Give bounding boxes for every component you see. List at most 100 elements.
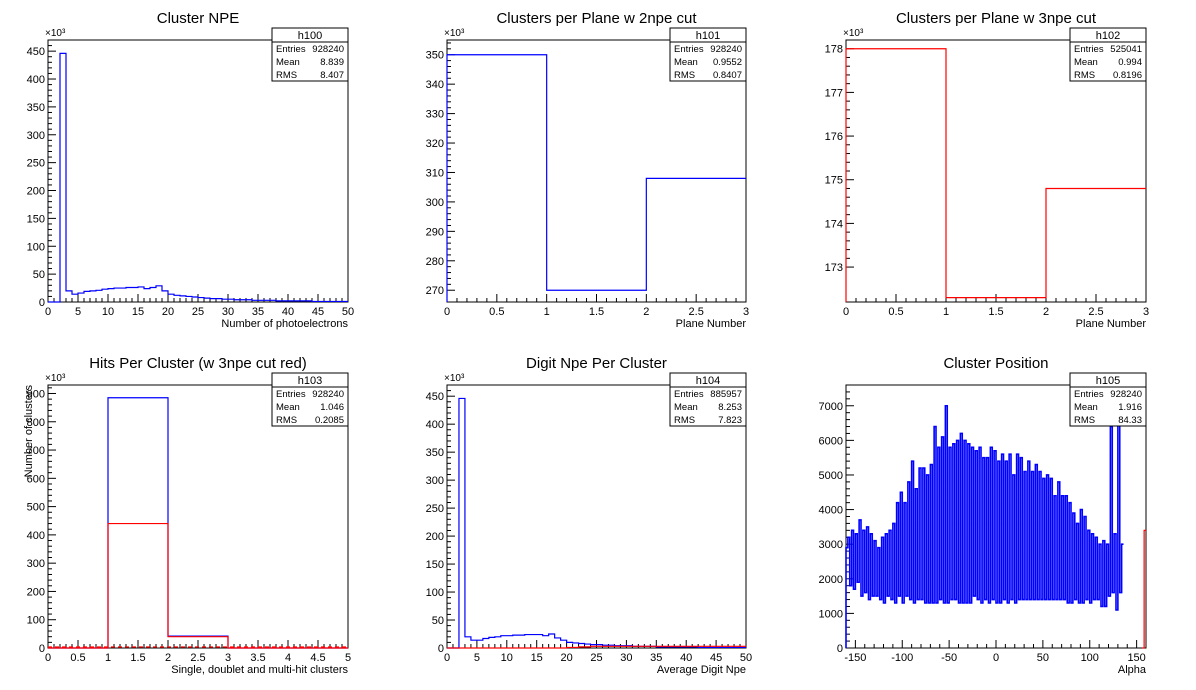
stats-value: 928240 — [312, 389, 344, 400]
histogram-series — [845, 48, 1146, 302]
x-axis-label: Alpha — [1118, 664, 1147, 676]
stats-box — [669, 27, 747, 82]
x-tick-label: 35 — [252, 306, 264, 318]
x-tick-label: 0.5 — [489, 306, 504, 318]
x-tick-label: 25 — [590, 652, 602, 664]
x-tick-label: 40 — [680, 652, 692, 664]
stats-key: Mean — [674, 57, 698, 68]
y-tick-label: 800 — [27, 417, 45, 429]
x-tick-label: 10 — [102, 306, 114, 318]
stats-key: RMS — [276, 70, 297, 81]
x-tick-label: 0 — [843, 306, 849, 318]
y-tick-label: 300 — [426, 475, 444, 487]
x-tick-label: 1 — [105, 652, 111, 664]
chart-title: Cluster NPE — [157, 10, 240, 27]
x-tick-label: 0 — [45, 306, 51, 318]
stats-value: 0.9552 — [713, 57, 742, 68]
stats-key: Mean — [1074, 402, 1098, 413]
x-tick-label: 5 — [345, 652, 351, 664]
x-tick-label: 20 — [162, 306, 174, 318]
y-tick-label: 450 — [426, 391, 444, 403]
stats-value: 0.994 — [1118, 57, 1142, 68]
panel-cluster-position: Cluster Position Alpha -150 -100 -50 0 50 100… — [819, 355, 1147, 676]
stats-key: RMS — [1074, 415, 1095, 426]
x-tick-label: -100 — [891, 652, 913, 664]
y-tick-label: 3000 — [819, 539, 843, 551]
y-tick-label: 340 — [426, 79, 444, 91]
stats-box — [271, 27, 349, 82]
x-tick-label: 30 — [222, 306, 234, 318]
y-tick-label: 50 — [432, 615, 444, 627]
panel-hits-per-cluster: Hits Per Cluster (w 3npe cut red) Single… — [23, 355, 351, 676]
stats-value: 8.407 — [320, 70, 344, 81]
y-tick-label: 100 — [426, 587, 444, 599]
x-tick-label: 3 — [225, 652, 231, 664]
x-tick-label: 2 — [643, 306, 649, 318]
y-tick-label: 150 — [27, 213, 45, 225]
stats-box-name: h104 — [696, 375, 720, 387]
y-tick-label: 200 — [27, 186, 45, 198]
y-tick-label: 0 — [39, 297, 45, 309]
stats-box — [1069, 27, 1147, 82]
y-tick-label: 450 — [27, 46, 45, 58]
x-tick-label: 20 — [560, 652, 572, 664]
y-tick-label: 290 — [426, 226, 444, 238]
panel-clusters-per-plane-3npe: Clusters per Plane w 3npe cut Plane Numb… — [825, 10, 1149, 330]
exponent-label: ×10³ — [45, 28, 66, 39]
y-tick-label: 600 — [27, 473, 45, 485]
y-tick-label: 177 — [825, 87, 843, 99]
panel-digit-npe-per-cluster: Digit Npe Per Cluster Average Digit Npe … — [426, 355, 752, 676]
stats-key: Entries — [674, 44, 704, 55]
stats-box-name: h103 — [298, 375, 322, 387]
x-axis-label: Plane Number — [676, 318, 747, 330]
y-tick-label: 310 — [426, 167, 444, 179]
stats-value: 7.823 — [718, 415, 742, 426]
panel-clusters-per-plane-2npe: Clusters per Plane w 2npe cut Plane Numb… — [426, 10, 749, 330]
x-tick-label: 4 — [285, 652, 291, 664]
y-tick-label: 6000 — [819, 435, 843, 447]
exponent-label: ×10³ — [444, 28, 465, 39]
y-tick-label: 350 — [426, 50, 444, 62]
y-tick-label: 1000 — [819, 608, 843, 620]
x-tick-label: 30 — [620, 652, 632, 664]
histogram-series — [48, 397, 348, 649]
panel-cluster-npe: Cluster NPE Number of photoelectrons ×10… — [27, 10, 354, 330]
y-tick-label: 280 — [426, 256, 444, 268]
stats-key: RMS — [674, 70, 695, 81]
y-tick-label: 250 — [27, 158, 45, 170]
stats-value: 84.33 — [1118, 415, 1142, 426]
stats-key: RMS — [276, 415, 297, 426]
x-tick-label: 3 — [743, 306, 749, 318]
stats-key: Mean — [1074, 57, 1098, 68]
y-tick-label: 300 — [27, 558, 45, 570]
x-tick-label: 4.5 — [310, 652, 325, 664]
x-tick-label: 50 — [1037, 652, 1049, 664]
x-tick-label: 100 — [1081, 652, 1099, 664]
stats-key: Mean — [674, 402, 698, 413]
stats-box — [669, 372, 747, 427]
stats-value: 0.2085 — [315, 415, 344, 426]
y-tick-label: 320 — [426, 138, 444, 150]
x-tick-label: -150 — [844, 652, 866, 664]
y-tick-label: 4000 — [819, 505, 843, 517]
x-tick-label: 2.5 — [190, 652, 205, 664]
stats-value: 0.8196 — [1113, 70, 1142, 81]
stats-box-name: h102 — [1096, 30, 1120, 42]
y-tick-label: 0 — [39, 643, 45, 655]
chart-title: Digit Npe Per Cluster — [526, 355, 667, 372]
stats-value: 8.253 — [718, 402, 742, 413]
stats-value: 928240 — [710, 44, 742, 55]
y-tick-label: 270 — [426, 285, 444, 297]
x-tick-label: 1 — [544, 306, 550, 318]
y-tick-label: 176 — [825, 131, 843, 143]
x-axis-label: Number of photoelectrons — [221, 318, 348, 330]
x-tick-label: 2 — [1043, 306, 1049, 318]
stats-key: RMS — [674, 415, 695, 426]
x-tick-label: 50 — [740, 652, 752, 664]
stats-key: Entries — [1074, 44, 1104, 55]
stats-key: Entries — [276, 44, 306, 55]
x-tick-label: 0 — [444, 652, 450, 664]
x-tick-label: 45 — [312, 306, 324, 318]
y-tick-label: 5000 — [819, 470, 843, 482]
